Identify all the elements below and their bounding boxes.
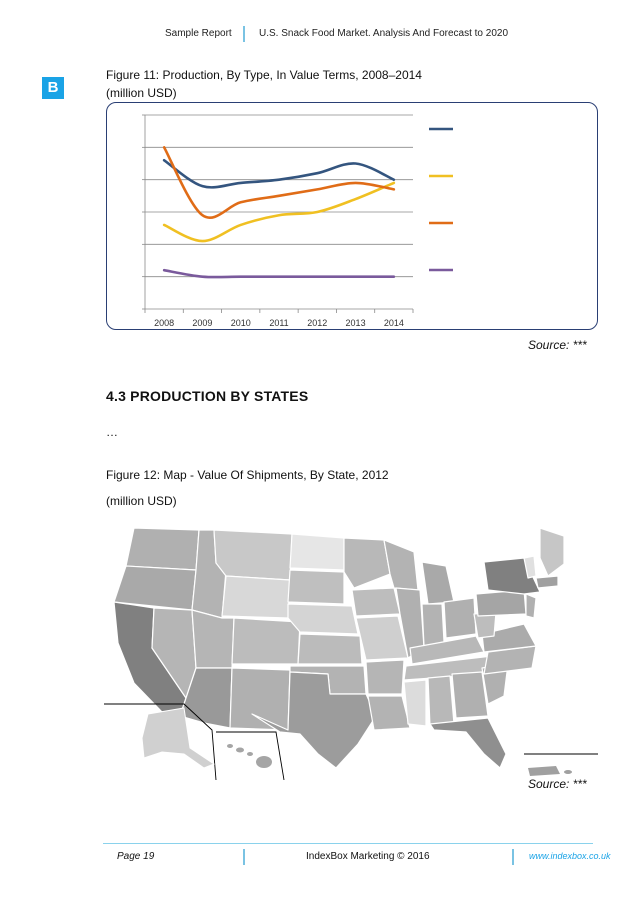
us-states-map: [104, 527, 598, 780]
series-line-4: [162, 268, 396, 279]
footer-separator-right: [512, 849, 514, 865]
state-iowa: [351, 587, 401, 617]
state-north-dakota: [289, 533, 345, 571]
x-tick-label: 2012: [307, 318, 327, 328]
header-left: Sample Report: [165, 28, 232, 39]
state-alaska: [141, 707, 216, 769]
footer-separator-left: [243, 849, 245, 865]
header-report-title: U.S. Snack Food Market. Analysis And For…: [259, 28, 509, 39]
state-utah: [191, 609, 235, 669]
state-louisiana: [367, 695, 411, 731]
footer-copyright: IndexBox Marketing © 2016: [306, 851, 430, 862]
state-virginia: [481, 623, 537, 653]
state-michigan: [421, 561, 455, 605]
x-tick-label: 2008: [154, 318, 174, 328]
state-maine: [539, 527, 565, 577]
state-colorado: [231, 617, 301, 665]
figure-12-unit: (million USD): [106, 494, 177, 508]
puerto-rico: [528, 766, 560, 776]
state-minnesota: [343, 537, 391, 589]
state-alabama: [427, 675, 455, 727]
x-tick-label: 2014: [384, 318, 404, 328]
figure-11-source: Source: ***: [528, 338, 587, 352]
series-line-3: [162, 146, 396, 219]
state-massachusetts: [535, 575, 559, 589]
x-axis-labels: 2008 2009 2010 2011 2012 2013 2014: [154, 318, 404, 328]
state-missouri: [355, 615, 409, 661]
chart-series: [162, 146, 396, 279]
state-texas: [251, 671, 377, 769]
chart-frame: 2008 2009 2010 2011 2012 2013 2014: [106, 102, 598, 330]
x-tick-label: 2009: [192, 318, 212, 328]
figure-11-title: Figure 11: Production, By Type, In Value…: [106, 68, 422, 82]
state-mississippi: [403, 679, 427, 727]
state-washington: [125, 527, 200, 571]
page-number: Page 19: [117, 851, 155, 862]
state-wyoming: [221, 575, 291, 619]
state-new-jersey: [525, 593, 537, 619]
footer-url-link[interactable]: www.indexbox.co.uk: [529, 851, 611, 861]
chart-legend: [429, 127, 453, 272]
state-vermont: [523, 555, 537, 579]
x-tick-label: 2011: [269, 318, 288, 328]
footer-rule: [103, 843, 593, 844]
state-florida: [429, 717, 507, 769]
indexbox-logo: B: [42, 77, 64, 99]
line-chart: 2008 2009 2010 2011 2012 2013 2014: [142, 114, 453, 328]
figure-12-source: Source: ***: [528, 777, 587, 791]
alaska-inset-border: [104, 703, 217, 780]
chart-grid: [142, 114, 414, 313]
state-georgia: [451, 671, 489, 719]
state-arkansas: [365, 659, 405, 695]
x-tick-label: 2013: [346, 318, 366, 328]
x-tick-label: 2010: [231, 318, 251, 328]
figure-12-title: Figure 12: Map - Value Of Shipments, By …: [106, 468, 389, 482]
state-indiana: [421, 603, 445, 647]
figure-11-unit: (million USD): [106, 86, 177, 100]
state-ohio: [443, 597, 477, 639]
header-separator: [243, 26, 245, 42]
hawaii-inset-border: [216, 731, 285, 780]
state-montana: [213, 529, 293, 581]
state-south-dakota: [287, 569, 345, 605]
state-wisconsin: [383, 539, 419, 591]
state-nebraska: [287, 603, 359, 635]
virgin-islands: [564, 770, 572, 774]
series-line-1: [162, 158, 396, 189]
series-line-2: [162, 181, 396, 243]
section-body: …: [106, 425, 118, 439]
state-new-mexico: [229, 667, 291, 731]
state-hawaii: [227, 744, 272, 768]
section-heading: 4.3 PRODUCTION BY STATES: [106, 388, 309, 404]
state-kansas: [297, 633, 363, 665]
page-header: Sample Report U.S. Snack Food Market. An…: [0, 26, 638, 44]
